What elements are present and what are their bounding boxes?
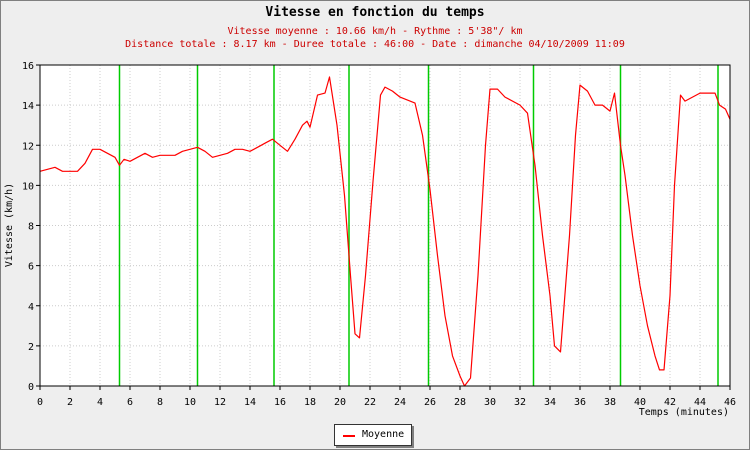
x-tick-label: 32 (514, 397, 526, 408)
km-marker-layer (118, 65, 719, 386)
y-tick-label: 10 (22, 181, 34, 192)
y-tick-label: 2 (28, 342, 34, 353)
x-tick-label: 38 (604, 397, 616, 408)
legend-label: Moyenne (362, 429, 405, 440)
x-tick-label: 12 (214, 397, 226, 408)
y-axis-label: Vitesse (km/h) (4, 183, 15, 267)
plot-border (39, 64, 731, 387)
x-tick-label: 26 (424, 397, 436, 408)
x-tick-label: 18 (304, 397, 316, 408)
legend-swatch (343, 435, 355, 437)
grid-layer (40, 65, 730, 386)
x-tick-label: 0 (37, 397, 43, 408)
x-tick-label: 16 (274, 397, 286, 408)
y-tick-label: 12 (22, 141, 34, 152)
x-tick-label: 28 (454, 397, 466, 408)
x-tick-label: 24 (394, 397, 406, 408)
x-tick-label: 10 (184, 397, 196, 408)
x-tick-label: 46 (724, 397, 736, 408)
x-tick-label: 4 (97, 397, 103, 408)
x-tick-label: 8 (157, 397, 163, 408)
x-tick-label: 40 (634, 397, 646, 408)
series-line-moyenne (39, 76, 731, 387)
chart-title: Vitesse en fonction du temps (265, 5, 484, 20)
x-tick-label: 22 (364, 397, 376, 408)
x-tick-label: 36 (574, 397, 586, 408)
x-axis-label: Temps (minutes) (639, 407, 729, 418)
y-tick-label: 6 (28, 262, 34, 273)
x-tick-label: 42 (664, 397, 676, 408)
x-tick-label: 30 (484, 397, 496, 408)
x-tick-label: 34 (544, 397, 556, 408)
chart-subtitle-1: Vitesse moyenne : 10.66 km/h - Rythme : … (227, 26, 522, 37)
x-tick-label: 20 (334, 397, 346, 408)
y-tick-label: 14 (22, 101, 34, 112)
y-tick-label: 8 (28, 222, 34, 233)
legend: Moyenne (334, 424, 412, 446)
x-tick-label: 2 (67, 397, 73, 408)
series-layer (39, 76, 731, 387)
x-tick-label: 44 (694, 397, 706, 408)
x-tick-label: 14 (244, 397, 256, 408)
y-tick-label: 16 (22, 61, 34, 72)
x-tick-label: 6 (127, 397, 133, 408)
y-tick-label: 4 (28, 302, 34, 313)
chart-subtitle-2: Distance totale : 8.17 km - Duree totale… (125, 39, 625, 50)
y-tick-label: 0 (28, 382, 34, 393)
